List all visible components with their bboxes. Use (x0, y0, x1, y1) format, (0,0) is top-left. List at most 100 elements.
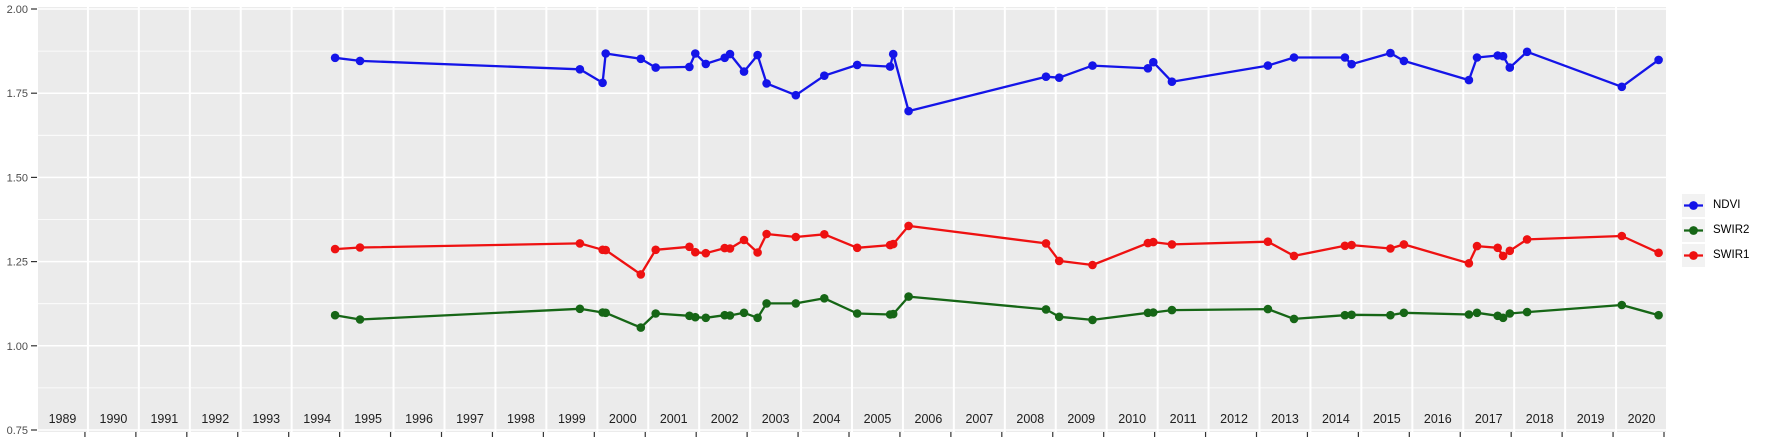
y-axis-label: 1.75 (7, 88, 28, 100)
x-axis-year-label: 1990 (100, 412, 128, 426)
data-point-SWIR2 (1167, 305, 1177, 315)
data-point-SWIR1 (1498, 251, 1508, 261)
x-axis-year-label: 2007 (965, 412, 993, 426)
data-point-NDVI (1149, 57, 1158, 67)
data-point-SWIR2 (1472, 308, 1482, 318)
y-axis-label: 1.50 (7, 172, 28, 184)
x-axis-year-label: 2008 (1016, 412, 1044, 426)
x-axis-year-label: 1989 (49, 412, 77, 426)
data-point-SWIR2 (1399, 308, 1409, 318)
legend-label: NDVI (1713, 199, 1741, 211)
data-point-SWIR2 (1088, 315, 1097, 325)
data-point-NDVI (636, 54, 646, 64)
data-point-SWIR1 (1289, 251, 1299, 261)
data-point-SWIR1 (762, 229, 771, 239)
x-axis-year-label: 2016 (1424, 412, 1452, 426)
data-point-NDVI (885, 62, 895, 71)
data-point-NDVI (1263, 61, 1273, 70)
y-axis-label: 1.00 (7, 341, 28, 353)
data-point-SWIR2 (651, 309, 660, 318)
data-point-SWIR1 (904, 221, 913, 231)
legend-item-NDVI: NDVI (1682, 193, 1749, 217)
x-axis-year-label: 2019 (1577, 412, 1605, 426)
data-point-SWIR2 (888, 309, 898, 319)
x-axis-year-label: 2010 (1118, 412, 1146, 426)
data-point-SWIR2 (791, 299, 801, 308)
data-point-SWIR1 (753, 248, 762, 257)
data-point-SWIR1 (355, 243, 365, 252)
legend-label: SWIR2 (1713, 224, 1750, 236)
x-axis-year-label: 2009 (1067, 412, 1095, 426)
data-point-SWIR2 (575, 304, 585, 314)
data-point-SWIR2 (1149, 308, 1158, 317)
x-axis-year-label: 2015 (1373, 412, 1401, 426)
data-point-SWIR2 (725, 311, 735, 320)
x-axis-year-label: 2000 (609, 412, 637, 426)
x-axis-year-label: 1996 (405, 412, 433, 426)
data-point-SWIR2 (1617, 300, 1627, 310)
x-axis-year-label: 2020 (1628, 412, 1656, 426)
data-point-SWIR2 (691, 312, 700, 322)
data-point-SWIR1 (1088, 260, 1097, 270)
data-point-SWIR2 (701, 313, 711, 323)
data-point-NDVI (651, 63, 660, 72)
data-point-SWIR2 (762, 299, 771, 308)
data-point-NDVI (1472, 53, 1482, 62)
legend-key-SWIR1 (1682, 243, 1705, 267)
x-axis-year-label: 1992 (201, 412, 229, 426)
data-point-SWIR1 (852, 243, 862, 253)
data-point-SWIR1 (1263, 237, 1273, 246)
data-point-SWIR2 (1505, 309, 1515, 318)
data-point-SWIR1 (1399, 240, 1409, 249)
data-point-SWIR2 (1340, 310, 1350, 320)
x-axis-year-label: 1999 (558, 412, 586, 426)
data-point-SWIR1 (820, 230, 829, 239)
data-point-SWIR1 (601, 245, 610, 255)
data-point-SWIR2 (636, 323, 646, 332)
data-point-SWIR1 (739, 235, 749, 245)
data-point-SWIR1 (1617, 231, 1627, 241)
data-point-SWIR1 (651, 245, 660, 255)
data-point-NDVI (852, 60, 862, 70)
x-axis-year-label: 2012 (1220, 412, 1248, 426)
data-point-NDVI (691, 49, 700, 58)
data-point-NDVI (1289, 53, 1299, 62)
data-point-NDVI (601, 49, 610, 58)
data-point-SWIR1 (1493, 243, 1502, 253)
data-point-NDVI (791, 90, 801, 100)
legend-item-SWIR1: SWIR1 (1682, 243, 1749, 267)
y-axis-label: 0.75 (7, 425, 28, 437)
data-point-NDVI (739, 67, 749, 76)
x-axis-year-label: 2018 (1526, 412, 1554, 426)
data-point-SWIR2 (1041, 305, 1051, 314)
data-point-SWIR2 (753, 313, 762, 323)
legend-key-glyph-SWIR2 (1684, 225, 1703, 235)
data-point-NDVI (820, 71, 829, 80)
data-point-NDVI (725, 49, 735, 59)
x-axis-year-label: 1993 (252, 412, 280, 426)
data-point-SWIR2 (1347, 310, 1356, 320)
x-axis-year-label: 2001 (660, 412, 688, 426)
data-point-NDVI (355, 56, 365, 66)
data-point-SWIR1 (1464, 259, 1474, 268)
legend-key-NDVI (1682, 193, 1705, 217)
data-point-SWIR2 (1654, 310, 1663, 320)
data-point-SWIR2 (739, 308, 749, 318)
data-point-SWIR1 (685, 242, 694, 252)
data-point-SWIR2 (904, 292, 913, 301)
data-point-NDVI (701, 59, 711, 69)
data-point-NDVI (1617, 82, 1627, 92)
x-axis-year-label: 1997 (456, 412, 484, 426)
data-point-NDVI (1041, 72, 1051, 81)
x-axis-year-label: 2011 (1170, 412, 1197, 426)
data-point-NDVI (1088, 61, 1097, 70)
data-point-SWIR1 (1522, 235, 1532, 244)
x-axis-year-label: 2013 (1271, 412, 1299, 426)
data-point-NDVI (1399, 56, 1409, 66)
data-point-SWIR2 (1498, 313, 1508, 323)
data-point-SWIR2 (601, 308, 610, 318)
data-point-SWIR2 (1386, 310, 1395, 320)
data-point-NDVI (1386, 48, 1395, 58)
data-point-SWIR1 (791, 232, 801, 242)
